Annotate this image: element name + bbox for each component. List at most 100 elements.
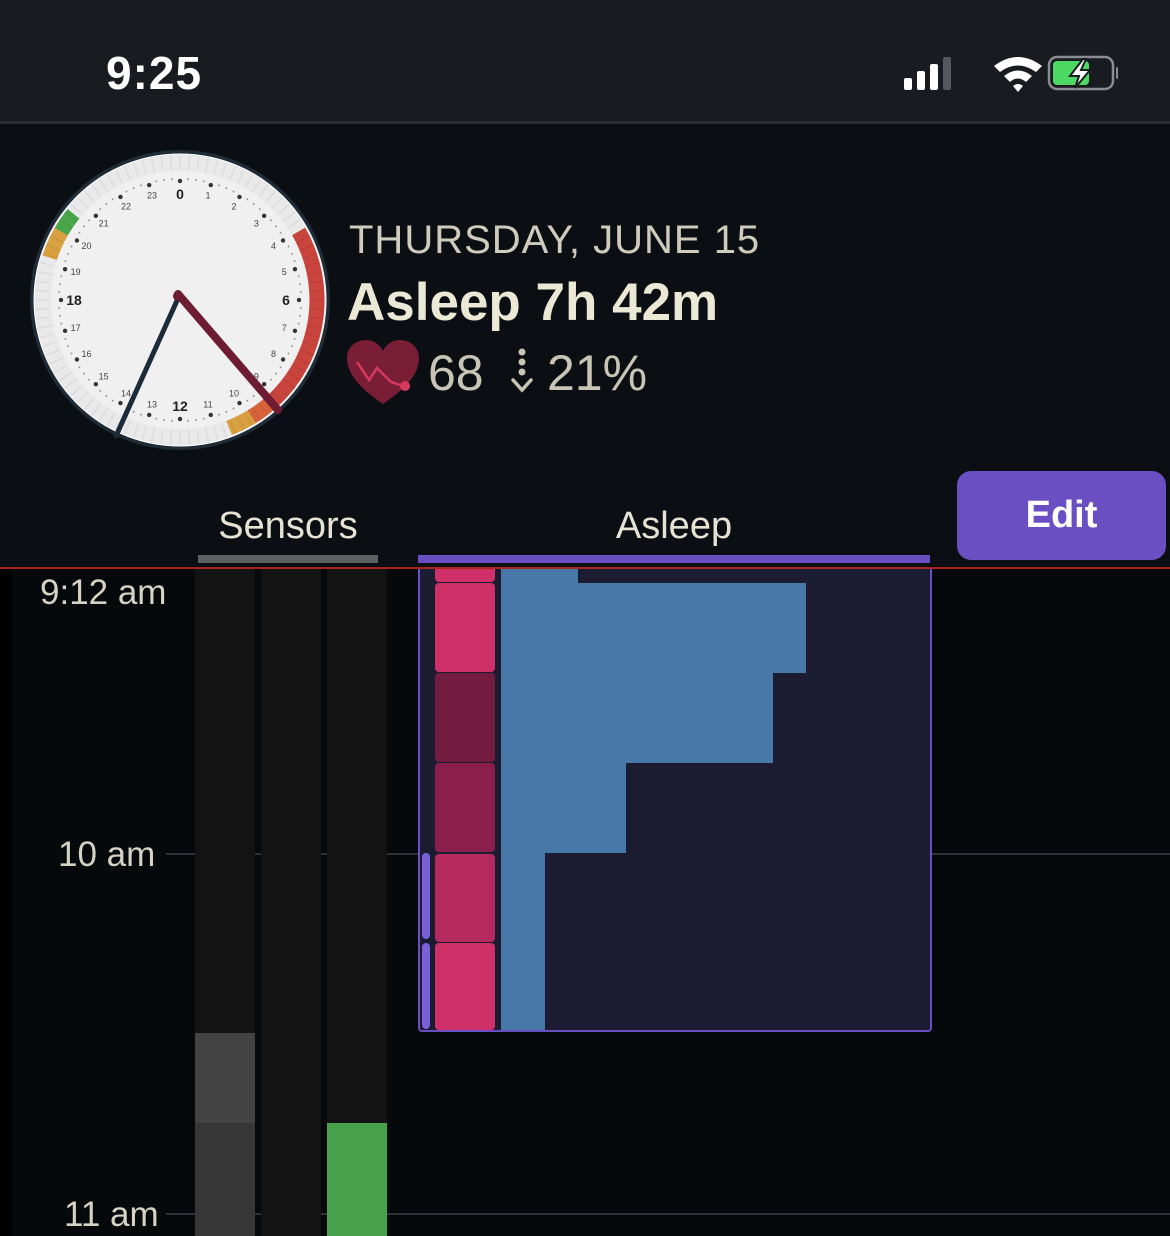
clock-ring-divider: [196, 156, 200, 172]
sensor-column[interactable]: [327, 569, 387, 1236]
clock-tick: [78, 231, 81, 234]
clock-ring-divider: [107, 412, 116, 426]
clock-tick: [60, 275, 63, 278]
clock-ring-divider: [237, 416, 245, 431]
clock-tick: [99, 208, 102, 211]
clock-ring-divider: [305, 333, 321, 339]
clock-ring-divider: [151, 157, 156, 173]
clock-ring-divider: [282, 378, 296, 389]
clock-ring-divider: [213, 159, 219, 175]
clock-tick: [62, 267, 68, 272]
clock-ring-divider: [141, 159, 147, 175]
clock-ring-divider: [42, 341, 58, 348]
tab-sensors[interactable]: Sensors: [218, 505, 358, 547]
clock-ring-divider: [299, 349, 315, 356]
heart-rate-block: [435, 583, 495, 672]
clock-ring-divider: [282, 211, 296, 222]
tab-asleep[interactable]: Asleep: [615, 505, 733, 547]
clock-ring-divider: [302, 341, 318, 348]
clock-ring-divider: [204, 157, 209, 173]
clock-ring-divider: [299, 244, 315, 251]
clock-tick: [186, 419, 189, 422]
clock-tick: [59, 283, 62, 286]
sensor-column[interactable]: [261, 569, 321, 1236]
sensor-column[interactable]: [195, 569, 255, 1236]
cellular-signal-icon: [904, 57, 951, 90]
clock-ring-divider: [221, 162, 228, 178]
clock-tick: [163, 179, 166, 182]
clock-tick: [208, 412, 213, 418]
clock-tick: [58, 291, 61, 294]
clock-ring-divider: [221, 422, 228, 438]
clock-ring-segment: [226, 410, 256, 435]
clock-hour-label: 7: [282, 323, 287, 333]
clock-tick: [274, 225, 277, 228]
clock-hour-label: 18: [66, 292, 82, 308]
clock-ring-divider: [35, 290, 51, 292]
clock-ring-divider: [124, 165, 131, 181]
clock-ring-divider: [287, 219, 301, 229]
edit-button[interactable]: Edit: [957, 471, 1166, 560]
status-time: 9:25: [106, 47, 203, 99]
clock-tick: [225, 410, 228, 413]
clock-tick: [111, 399, 114, 402]
clock-tick: [125, 190, 128, 193]
clock-tick: [261, 213, 267, 219]
clock-ring-divider: [296, 235, 311, 243]
clock-tick: [64, 337, 67, 340]
heart-rate-block: [435, 854, 495, 942]
clock-hour-label: 23: [147, 191, 157, 201]
clock-tick: [296, 297, 302, 303]
clock-tick: [269, 219, 272, 222]
clock-ring-divider: [70, 385, 83, 396]
clock-hour-label: 10: [229, 389, 239, 399]
date-label: THURSDAY, JUNE 15: [349, 218, 761, 262]
clock-ring-divider: [37, 271, 53, 276]
clock-tick: [177, 416, 183, 422]
wifi-icon: [994, 57, 1042, 92]
clock-ring-divider: [151, 427, 156, 443]
clock-hour-label: 3: [254, 219, 259, 229]
asleep-panel[interactable]: [418, 569, 932, 1032]
clock-ring-divider: [36, 316, 52, 320]
heart-rate-block: [435, 763, 495, 852]
clock-tick: [140, 184, 143, 187]
clock-ring-divider: [258, 402, 269, 416]
clock-ring-divider: [70, 204, 83, 215]
clock-hour-label: 17: [71, 323, 81, 333]
clock-ring-divider: [84, 397, 95, 410]
clock-ring-divider: [132, 422, 139, 438]
sleep-timeline[interactable]: 9:12 am 10 am 11 am: [0, 569, 1170, 1236]
tab-sensors-indicator: [198, 555, 378, 563]
clock-ring-divider: [45, 349, 61, 356]
clock-tick: [202, 180, 205, 183]
clock-tick: [194, 418, 197, 421]
clock-ring-divider: [77, 197, 89, 209]
clock-tick: [74, 357, 80, 362]
clock-ring-segment: [54, 209, 80, 236]
sensor-block: [327, 1123, 387, 1236]
clock-ring-divider: [45, 244, 61, 251]
sleep-bar: [501, 853, 545, 1030]
clock-tick: [132, 410, 135, 413]
clock-tick: [67, 252, 70, 255]
clock-hour-label: 11: [203, 399, 212, 409]
clock-ring-divider: [308, 280, 324, 284]
clock-ring-divider: [188, 155, 190, 171]
clock-ring-divider: [170, 429, 172, 445]
clock-ring-segment: [47, 227, 68, 248]
clock-ring-divider: [302, 252, 318, 259]
heart-rate-block: [435, 673, 495, 762]
heart-rate-block: [435, 943, 495, 1030]
clock-tick: [70, 245, 73, 248]
clock-tick: [280, 238, 286, 243]
clock-ring-divider: [237, 169, 245, 184]
clock-ring-divider: [49, 235, 64, 243]
clock-tick: [64, 260, 67, 263]
clock-tick: [279, 366, 282, 369]
clock-tick: [297, 275, 300, 278]
clock-tick: [293, 337, 296, 340]
time-label-11am: 11 am: [64, 1195, 159, 1234]
sleep-bar: [501, 583, 806, 673]
status-bar: 9:25: [0, 0, 1170, 124]
